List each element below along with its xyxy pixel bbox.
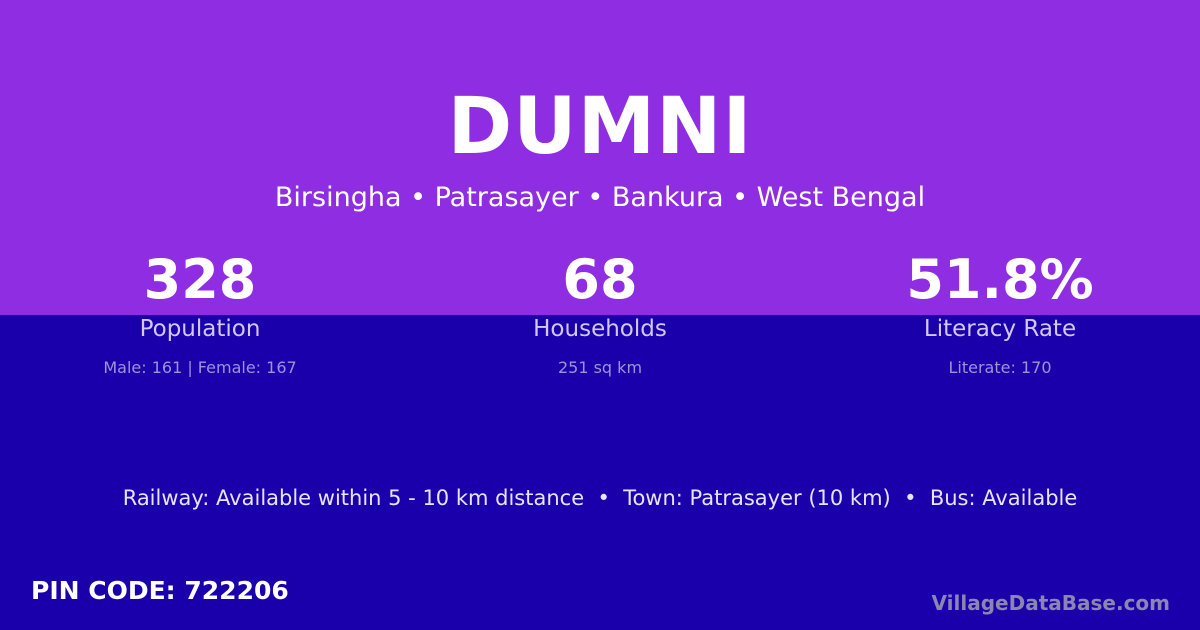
stat-label: Literacy Rate xyxy=(923,316,1077,342)
stat-sub: Male: 161 | Female: 167 xyxy=(103,358,297,377)
brand-watermark: VillageDataBase.com xyxy=(931,591,1170,615)
stat-value: 51.8% xyxy=(906,248,1094,311)
stat-literacy: 51.8% Literacy Rate Literate: 170 xyxy=(800,248,1200,377)
location-breadcrumb: Birsingha • Patrasayer • Bankura • West … xyxy=(274,182,926,213)
stat-value: 68 xyxy=(562,248,638,311)
stat-population: 328 Population Male: 161 | Female: 167 xyxy=(0,248,400,377)
connectivity-info: Railway: Available within 5 - 10 km dist… xyxy=(122,486,1078,510)
village-title: DUMNI xyxy=(447,82,753,172)
stat-value: 328 xyxy=(143,248,257,311)
stat-sub: Literate: 170 xyxy=(948,358,1052,377)
stat-households: 68 Households 251 sq km xyxy=(400,248,800,377)
stat-label: Households xyxy=(533,316,667,342)
stat-label: Population xyxy=(139,316,261,342)
stat-sub: 251 sq km xyxy=(557,358,643,377)
header-band xyxy=(0,0,1200,315)
pin-code: PIN CODE: 722206 xyxy=(31,576,289,605)
